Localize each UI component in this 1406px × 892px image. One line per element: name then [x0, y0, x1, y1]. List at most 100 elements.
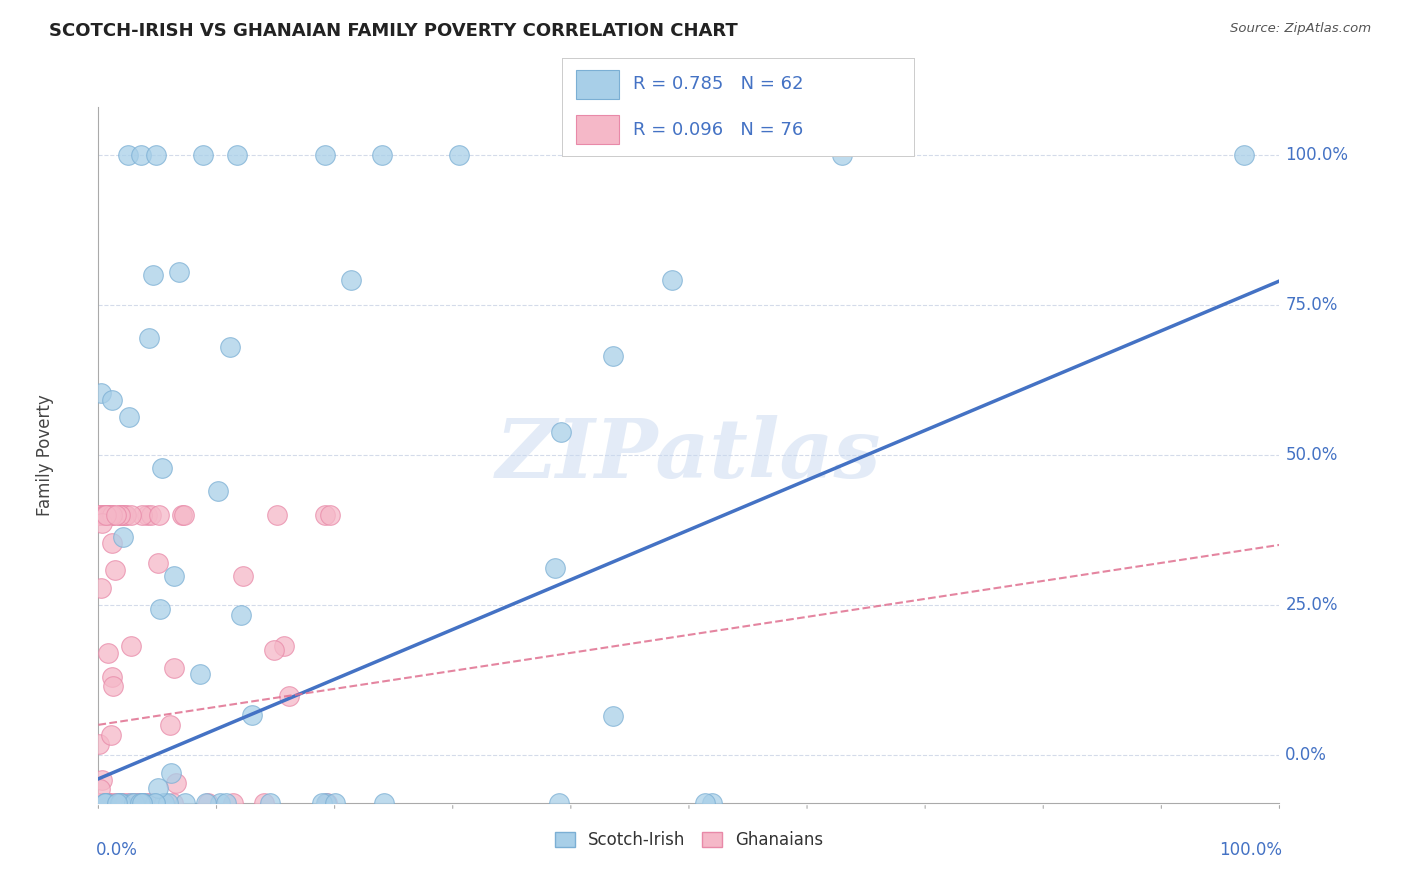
Point — [146, 556, 169, 570]
Point — [700, 796, 723, 810]
Point — [115, 508, 138, 522]
Point — [146, 780, 169, 795]
Point — [101, 393, 124, 408]
Point — [89, 796, 111, 810]
Text: 50.0%: 50.0% — [1285, 446, 1337, 464]
Point — [131, 796, 153, 810]
Point — [273, 639, 295, 653]
Point — [162, 796, 184, 810]
Point — [97, 796, 120, 810]
Point — [101, 670, 124, 684]
Text: 100.0%: 100.0% — [1219, 841, 1282, 859]
Point — [266, 508, 288, 522]
Text: Family Poverty: Family Poverty — [37, 394, 55, 516]
Point — [110, 796, 132, 810]
Point — [91, 508, 114, 522]
Point — [153, 796, 176, 810]
Point — [94, 796, 117, 810]
Point — [91, 773, 114, 788]
Point — [138, 331, 160, 345]
Text: R = 0.096   N = 76: R = 0.096 N = 76 — [633, 120, 803, 138]
Point — [97, 508, 120, 522]
Point — [89, 796, 111, 810]
Point — [340, 273, 363, 287]
Point — [167, 265, 190, 279]
Bar — [576, 115, 619, 145]
Point — [191, 148, 214, 162]
Point — [89, 508, 111, 522]
Point — [222, 796, 245, 810]
Point — [145, 796, 167, 810]
Point — [131, 508, 153, 522]
Point — [215, 796, 238, 810]
Point — [315, 796, 337, 810]
Point — [278, 689, 301, 703]
Point — [447, 148, 470, 162]
Point — [143, 796, 166, 810]
Point — [91, 796, 114, 810]
Point — [97, 796, 120, 810]
Point — [208, 796, 231, 810]
Point — [165, 776, 187, 790]
Point — [550, 425, 572, 440]
Point — [170, 508, 193, 522]
Text: 0.0%: 0.0% — [1285, 746, 1327, 764]
Point — [173, 508, 195, 522]
Point — [174, 796, 197, 810]
Point — [145, 148, 167, 162]
Point — [105, 796, 128, 810]
Point — [253, 796, 276, 810]
Point — [150, 461, 173, 475]
Point — [136, 508, 159, 522]
Point — [194, 796, 217, 810]
Bar — [576, 70, 619, 99]
Point — [132, 796, 155, 810]
Text: SCOTCH-IRISH VS GHANAIAN FAMILY POVERTY CORRELATION CHART: SCOTCH-IRISH VS GHANAIAN FAMILY POVERTY … — [49, 22, 738, 40]
Point — [370, 148, 392, 162]
Point — [263, 643, 285, 657]
Point — [97, 646, 120, 660]
Point — [110, 508, 132, 522]
Point — [120, 639, 142, 653]
Point — [122, 796, 145, 810]
Point — [153, 796, 176, 810]
Point — [122, 796, 145, 810]
Point — [240, 708, 263, 723]
Point — [114, 796, 136, 810]
Point — [108, 508, 131, 522]
Text: 100.0%: 100.0% — [1285, 146, 1348, 164]
Point — [207, 483, 229, 498]
Point — [108, 796, 131, 810]
Point — [311, 796, 333, 810]
Point — [89, 796, 111, 810]
Point — [101, 508, 124, 522]
Point — [94, 796, 117, 810]
Text: 75.0%: 75.0% — [1285, 296, 1337, 314]
Point — [231, 608, 253, 623]
Point — [159, 718, 181, 732]
Point — [100, 508, 122, 522]
Point — [110, 796, 132, 810]
Point — [120, 508, 142, 522]
Point — [831, 148, 853, 162]
Point — [90, 385, 112, 400]
Point — [118, 796, 141, 810]
Point — [128, 796, 150, 810]
Point — [142, 268, 165, 282]
Point — [319, 508, 342, 522]
Point — [120, 796, 142, 810]
Point — [93, 796, 115, 810]
Point — [114, 508, 136, 522]
Point — [103, 796, 125, 810]
Point — [127, 796, 149, 810]
Point — [162, 569, 184, 583]
Point — [148, 508, 170, 522]
Point — [112, 530, 135, 544]
Point — [373, 796, 395, 810]
Point — [96, 508, 118, 522]
Point — [104, 563, 127, 577]
Point — [93, 508, 115, 522]
Legend: Scotch-Irish, Ghanaians: Scotch-Irish, Ghanaians — [546, 822, 832, 857]
Point — [139, 508, 162, 522]
Point — [105, 508, 128, 522]
